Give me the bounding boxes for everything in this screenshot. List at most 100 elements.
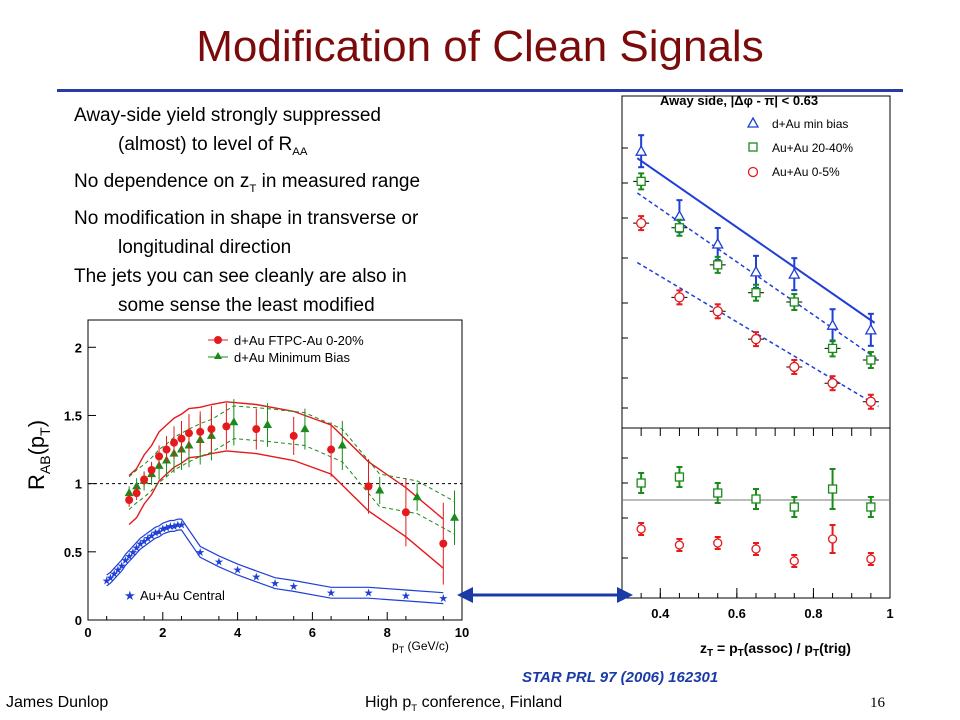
- ftpc-point: [155, 452, 164, 461]
- ratio-2040-point: [713, 488, 723, 498]
- y-tick-label: 0.5: [64, 545, 82, 560]
- auau-point: ★: [162, 522, 172, 534]
- auau-point: ★: [154, 526, 164, 538]
- legend-label-2040: Au+Au 20-40%: [772, 141, 853, 155]
- bullet-1-line-1: Away-side yield strongly suppressed: [74, 105, 381, 126]
- auau-point: ★: [150, 528, 160, 540]
- bullet-3-line-2: longitudinal direction: [118, 236, 292, 258]
- zt-chart: 0.4 0.6 0.8 1 Away side, |Δφ - π| < 0.63 d+…: [621, 93, 894, 659]
- bullet-2-prefix: No dependence on z: [74, 170, 250, 192]
- ftpc-point: [125, 496, 134, 504]
- citation: STAR PRL 97 (2006) 162301: [522, 669, 719, 686]
- auau-point: ★: [102, 575, 112, 587]
- auau-05-point: [750, 333, 762, 345]
- minbias-point: [300, 424, 310, 433]
- ftpc-point: [170, 438, 179, 447]
- bullet-4-line-2: some sense the least modified: [118, 294, 375, 316]
- x-tick-label: 0: [84, 625, 91, 640]
- ftpc-point: [162, 445, 171, 454]
- auau-05-point: [674, 292, 685, 303]
- dau-point: [788, 267, 801, 279]
- auau-2040-point: [789, 297, 799, 307]
- y-tick-label: 2: [75, 340, 82, 355]
- ftpc-band-lower: [128, 450, 444, 569]
- bullet-1-line-2: (almost) to level of R: [118, 134, 293, 155]
- auau-point: ★: [132, 543, 142, 555]
- auau-point: ★: [289, 581, 299, 593]
- page-number: 16: [870, 695, 885, 711]
- legend-marker-minbias: [214, 352, 222, 359]
- auau-2040-point: [636, 176, 646, 187]
- auau-point: ★: [173, 520, 183, 532]
- dau-point: [749, 265, 763, 277]
- ftpc-point: [289, 431, 298, 440]
- bullet-3: No modification in shape in transverse o…: [74, 204, 524, 233]
- ratio-05-point: [674, 540, 685, 550]
- rab-y-label: RAB(pT): [24, 420, 53, 490]
- zt-legend: d+Au min bias Au+Au 20-40% Au+Au 0-5%: [746, 116, 853, 179]
- ratio-05-point: [866, 554, 876, 564]
- x-tick-label: 2: [159, 625, 166, 640]
- ftpc-point: [177, 434, 186, 443]
- auau-point: ★: [195, 547, 205, 559]
- legend-marker-05: [747, 166, 759, 178]
- rab-axes: 0 2 4 6 8 10 0 0.5 1 1.5 2: [64, 340, 469, 640]
- legend-marker-dau: [746, 116, 760, 128]
- auau-2040-point: [866, 355, 876, 365]
- auau-point: ★: [169, 521, 179, 533]
- minbias-point: [124, 488, 134, 497]
- auau-point: ★: [117, 560, 127, 572]
- auau-point: ★: [124, 551, 134, 563]
- auau-point: ★: [158, 524, 168, 536]
- bullet-1: Away-side yield strongly suppressed: [74, 101, 524, 130]
- ratio-05-point: [827, 534, 838, 544]
- ftpc-point: [252, 425, 261, 434]
- dau-point: [864, 323, 877, 335]
- bullet-2-suffix: in measured range: [256, 170, 421, 192]
- y-tick-label: 0: [75, 613, 82, 628]
- x-tick-label: 4: [234, 625, 242, 640]
- x-tick-label: 10: [455, 625, 469, 640]
- minbias-point: [263, 420, 273, 428]
- x-tick-label: 6: [309, 625, 316, 640]
- auau-point: ★: [113, 565, 123, 577]
- ratio-05-point: [751, 544, 761, 554]
- bullet-4-continuation: some sense the least modified: [74, 291, 524, 320]
- auau-point: ★: [214, 556, 224, 568]
- auau-point: ★: [109, 569, 119, 581]
- auau-point: ★: [143, 533, 153, 545]
- ftpc-point: [207, 425, 216, 434]
- legend-label-ftpc: d+Au FTPC-Au 0-20%: [234, 333, 364, 348]
- legend-label-minbias: d+Au Minimum Bias: [234, 350, 350, 365]
- ftpc-point: [147, 466, 156, 474]
- footer-conference: High pT conference, Finland: [365, 694, 563, 715]
- rab-bands: [106, 401, 455, 605]
- dau-point: [635, 144, 648, 156]
- legend-marker-2040: [748, 142, 758, 152]
- auau-point: ★: [147, 530, 157, 542]
- ftpc-point: [364, 482, 373, 491]
- auau-point: ★: [233, 565, 243, 577]
- ftpc-point: [439, 539, 448, 548]
- dau-point: [711, 237, 724, 249]
- zt-points: [633, 134, 879, 568]
- legend-label-05: Au+Au 0-5%: [772, 165, 840, 179]
- ftpc-point: [184, 429, 193, 438]
- bullet-3-line-1: No modification in shape in transverse o…: [74, 207, 419, 229]
- zt-x-tick-label: 0.6: [728, 606, 746, 621]
- ftpc-point: [222, 422, 231, 431]
- minbias-point: [337, 440, 347, 449]
- rab-legend: d+Au FTPC-Au 0-20% d+Au Minimum Bias ★ A…: [124, 333, 364, 603]
- legend-label-auau: Au+Au Central: [140, 588, 225, 603]
- auau-band-lower: [106, 529, 444, 605]
- auau-point: ★: [326, 588, 336, 600]
- auau-point: ★: [251, 571, 261, 583]
- auau-2040-point: [713, 260, 723, 270]
- auau-point: ★: [401, 590, 411, 602]
- ftpc-point: [327, 445, 336, 454]
- ratio-2040-point: [636, 478, 646, 488]
- legend-label-dau: d+Au min bias: [772, 117, 848, 131]
- auau-point: ★: [165, 521, 175, 533]
- bullet-3-continuation: longitudinal direction: [74, 233, 524, 262]
- slide-title: Modification of Clean Signals: [196, 22, 764, 71]
